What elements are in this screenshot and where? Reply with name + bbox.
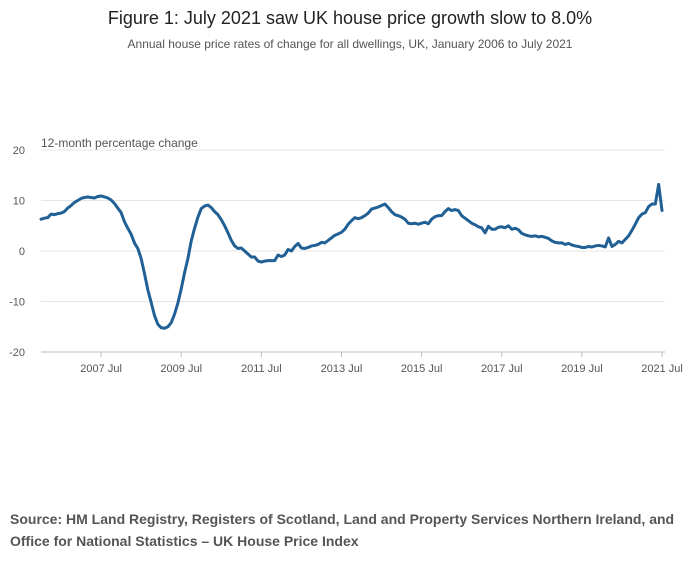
data-line bbox=[39, 182, 664, 330]
y-tick-label: -20 bbox=[9, 347, 25, 359]
source-box: Source: HM Land Registry, Registers of S… bbox=[10, 511, 675, 549]
y-tick-label: -10 bbox=[9, 297, 25, 309]
y-axis-label: 12-month percentage change bbox=[41, 136, 198, 150]
x-tick-label: 2015 Jul bbox=[401, 363, 443, 375]
x-tick-label: 2017 Jul bbox=[481, 363, 523, 375]
x-tick-label: 2009 Jul bbox=[160, 363, 202, 375]
y-tick-label: 10 bbox=[13, 196, 25, 208]
plot-area: -20 -10 0 10 20 2007 Jul 2009 Jul 2011 Jul 2013 … bbox=[9, 145, 683, 375]
chart-subtitle: Annual house price rates of change for a… bbox=[128, 37, 573, 51]
y-tick-label: 0 bbox=[19, 246, 25, 258]
x-tick-label: 2019 Jul bbox=[561, 363, 603, 375]
x-tick-label: 2013 Jul bbox=[321, 363, 363, 375]
chart-title: Figure 1: July 2021 saw UK house price g… bbox=[108, 8, 592, 28]
x-tick-label: 2011 Jul bbox=[241, 363, 282, 375]
y-tick-label: 20 bbox=[13, 145, 25, 157]
source-note: Source: HM Land Registry, Registers of S… bbox=[10, 511, 675, 549]
x-tick-label: 2021 Jul bbox=[641, 363, 683, 375]
x-tick-label: 2007 Jul bbox=[80, 363, 122, 375]
